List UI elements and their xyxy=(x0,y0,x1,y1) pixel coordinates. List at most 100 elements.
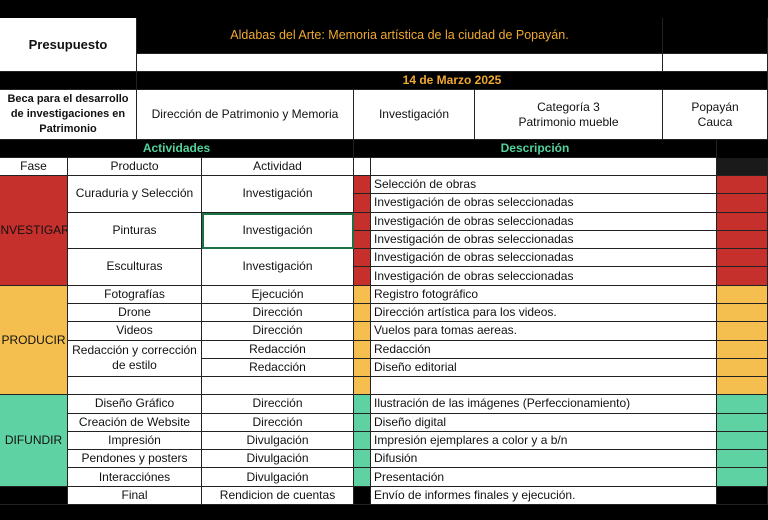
description: Investigación de obras seleccionadas xyxy=(371,267,717,286)
date: 14 de Marzo 2025 xyxy=(137,72,768,90)
phase-marker xyxy=(717,450,768,469)
activity: Ejecución xyxy=(202,285,354,304)
phase-marker xyxy=(354,431,371,451)
activity: Divulgación xyxy=(202,468,354,487)
activity: Investigación xyxy=(202,176,354,213)
cell-line: Categoría 3 xyxy=(537,99,600,114)
phase-marker xyxy=(717,486,768,506)
cell xyxy=(371,158,717,176)
phase-marker xyxy=(717,303,768,323)
phase-marker xyxy=(354,413,371,432)
cell xyxy=(0,72,137,90)
description: Diseño digital xyxy=(371,413,717,432)
phase-marker xyxy=(717,230,768,250)
phase-marker xyxy=(717,340,768,359)
phase-marker xyxy=(354,358,371,378)
description: Dirección artística para los videos. xyxy=(371,303,717,323)
description: Investigación de obras seleccionadas xyxy=(371,212,717,231)
activity: Dirección xyxy=(202,322,354,341)
product: Pendones y posters xyxy=(68,450,202,469)
phase-marker xyxy=(354,450,371,469)
description: Registro fotográfico xyxy=(371,285,717,304)
description: Ilustración de las imágenes (Perfecciona… xyxy=(371,395,717,414)
product: Creación de Website xyxy=(68,413,202,432)
phase-marker xyxy=(354,249,371,268)
product: Redacción y corrección de estilo xyxy=(68,340,202,378)
phase-marker xyxy=(717,377,768,396)
column-header: Producto xyxy=(68,158,202,176)
description: Presentación xyxy=(371,468,717,487)
cell xyxy=(717,158,768,176)
phase: INVESTIGAR xyxy=(0,176,68,286)
product: Drone xyxy=(68,303,202,323)
phase-marker xyxy=(717,431,768,451)
description: Difusión xyxy=(371,450,717,469)
phase: DIFUNDIR xyxy=(0,395,68,487)
cell xyxy=(663,18,768,54)
activity: Redacción xyxy=(202,340,354,359)
department: Dirección de Patrimonio y Memoria xyxy=(137,90,354,140)
description: Diseño editorial xyxy=(371,358,717,378)
description: Investigación de obras seleccionadas xyxy=(371,230,717,250)
activity: Investigación xyxy=(202,249,354,286)
phase-marker xyxy=(717,194,768,213)
cell-line: Popayán xyxy=(691,99,739,114)
phase-marker xyxy=(717,322,768,341)
budget-label: Presupuesto xyxy=(0,18,137,72)
product: Esculturas xyxy=(68,249,202,286)
grant: Beca para el desarrollo de investigacion… xyxy=(0,90,137,140)
phase-marker xyxy=(354,303,371,323)
section-header: Actividades xyxy=(0,140,354,158)
cell-line: Cauca xyxy=(697,114,733,129)
product: Diseño Gráfico xyxy=(68,395,202,414)
cell xyxy=(137,54,663,72)
phase: PRODUCIR xyxy=(0,285,68,396)
product: Pinturas xyxy=(68,212,202,250)
description xyxy=(371,377,717,396)
section-header: Descripción xyxy=(354,140,717,158)
phase-marker xyxy=(717,358,768,378)
phase-marker xyxy=(354,395,371,414)
column-header: Fase xyxy=(0,158,68,176)
phase-marker xyxy=(354,176,371,195)
product: Final xyxy=(68,486,202,506)
activity: Redacción xyxy=(202,358,354,378)
activity: Rendicion de cuentas xyxy=(202,486,354,506)
phase-marker xyxy=(354,194,371,213)
description: Vuelos para tomas aereas. xyxy=(371,322,717,341)
phase-marker xyxy=(354,285,371,304)
phase-marker xyxy=(717,267,768,286)
phase-marker xyxy=(354,322,371,341)
phase-marker xyxy=(354,340,371,359)
product: Videos xyxy=(68,322,202,341)
phase-marker xyxy=(717,413,768,432)
phase-marker xyxy=(354,230,371,250)
product: Impresión xyxy=(68,431,202,451)
phase-marker xyxy=(354,468,371,487)
activity xyxy=(202,377,354,396)
cell-line: Patrimonio mueble xyxy=(518,114,619,129)
area: Investigación xyxy=(354,90,475,140)
phase-marker xyxy=(354,377,371,396)
phase-marker xyxy=(354,212,371,231)
phase-marker xyxy=(717,249,768,268)
product: Interacciónes xyxy=(68,468,202,487)
activity: Divulgación xyxy=(202,431,354,451)
description: Investigación de obras seleccionadas xyxy=(371,249,717,268)
phase-marker xyxy=(717,468,768,487)
column-header: Actividad xyxy=(202,158,354,176)
phase-marker xyxy=(717,285,768,304)
description: Redacción xyxy=(371,340,717,359)
product: Curaduria y Selección xyxy=(68,176,202,213)
cell xyxy=(354,158,371,176)
activity: Investigación xyxy=(202,212,354,250)
activity: Dirección xyxy=(202,303,354,323)
product xyxy=(68,377,202,396)
description: Investigación de obras seleccionadas xyxy=(371,194,717,213)
product: Fotografías xyxy=(68,285,202,304)
title: Aldabas del Arte: Memoria artística de l… xyxy=(137,18,663,54)
category: Categoría 3 Patrimonio mueble xyxy=(475,90,663,140)
activity: Dirección xyxy=(202,395,354,414)
phase-marker xyxy=(354,486,371,506)
